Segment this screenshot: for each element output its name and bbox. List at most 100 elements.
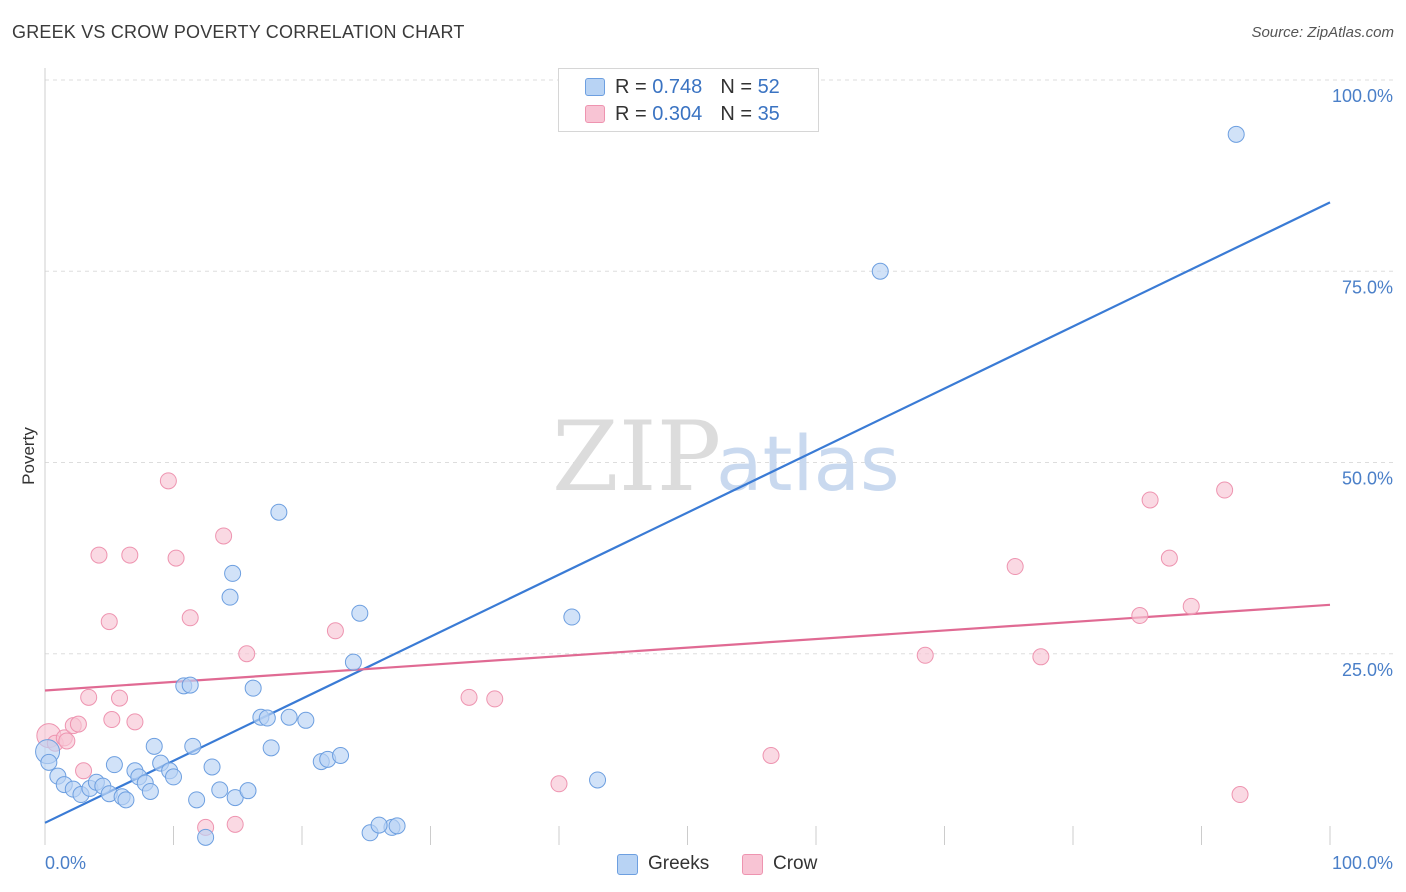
crow-point <box>181 609 199 627</box>
greeks-point <box>258 709 276 727</box>
crow-point <box>126 713 144 731</box>
watermark-atlas: atlas <box>716 419 900 508</box>
greeks-point <box>370 816 388 834</box>
crow-point <box>103 711 121 729</box>
greeks-point <box>332 746 350 764</box>
greeks-trend-line <box>44 201 1331 824</box>
greeks-point <box>388 817 406 835</box>
crow-point <box>238 645 256 663</box>
greeks-swatch <box>585 78 605 96</box>
trend-lines <box>44 201 1331 824</box>
greeks-r-label: R = <box>615 75 647 98</box>
x-tick-label-max: 100.0% <box>1332 853 1393 873</box>
greeks-point <box>184 737 202 755</box>
greeks-point <box>344 653 362 671</box>
greeks-point <box>117 791 135 809</box>
chart-source: Source: ZipAtlas.com <box>1251 24 1394 41</box>
greeks-point <box>280 708 298 726</box>
x-tick-label-min: 0.0% <box>45 853 86 873</box>
greeks-point <box>297 711 315 729</box>
greeks-point <box>145 737 163 755</box>
greeks-point <box>563 608 581 626</box>
legend-item-crow[interactable]: Crow <box>742 850 817 878</box>
greeks-point <box>221 588 239 606</box>
crow-r-value: 0.304 <box>652 102 703 125</box>
greeks-points <box>35 125 1245 846</box>
crow-point <box>167 549 185 567</box>
legend-crow-label: Crow <box>773 853 818 874</box>
greeks-point <box>239 782 257 800</box>
legend-row-greeks: R = 0.748 N = 52 <box>585 74 780 100</box>
crow-point <box>762 746 780 764</box>
gridlines <box>45 79 1394 655</box>
crow-point <box>1231 786 1249 804</box>
greeks-point <box>211 781 229 799</box>
y-tick-label-100: 100.0% <box>1332 86 1393 106</box>
greeks-n-value: 52 <box>757 75 780 98</box>
watermark-zip: ZIP <box>552 401 721 513</box>
crow-point <box>111 689 129 707</box>
greeks-point <box>141 782 159 800</box>
legend-row-crow: R = 0.304 N = 35 <box>585 101 780 127</box>
crow-point <box>90 546 108 564</box>
y-axis-label: Poverty <box>19 427 38 485</box>
legend-greeks-label: Greeks <box>648 853 710 874</box>
greeks-point <box>262 739 280 757</box>
legend-item-greeks[interactable]: Greeks <box>617 850 709 878</box>
crow-point <box>58 732 76 750</box>
crow-swatch <box>585 105 605 123</box>
correlation-legend: R = 0.748 N = 52 R = 0.304 N = 35 <box>558 68 819 132</box>
y-tick-label-50: 50.0% <box>1342 469 1393 489</box>
crow-point <box>159 472 177 490</box>
greeks-point <box>105 756 123 774</box>
crow-point <box>226 815 244 833</box>
y-tick-label-75: 75.0% <box>1342 277 1393 297</box>
greeks-point <box>589 771 607 789</box>
crow-point <box>215 527 233 545</box>
crow-points <box>36 472 1249 836</box>
greeks-point <box>40 753 58 771</box>
crow-n-label: N = <box>720 102 752 125</box>
crow-point <box>486 690 504 708</box>
crow-r-label: R = <box>615 102 647 125</box>
greeks-point <box>181 676 199 694</box>
greeks-point <box>197 828 215 846</box>
crow-point <box>121 546 139 564</box>
crow-n-value: 35 <box>757 102 780 125</box>
y-tick-labels: 25.0% 50.0% 75.0% 100.0% <box>1332 86 1393 680</box>
greeks-point <box>1227 125 1245 143</box>
watermark: ZIP atlas <box>552 401 900 513</box>
greeks-point <box>270 503 288 521</box>
crow-point <box>916 646 934 664</box>
crow-point <box>460 688 478 706</box>
y-tick-label-25: 25.0% <box>1342 660 1393 680</box>
greeks-point <box>224 564 242 582</box>
greeks-point <box>165 768 182 786</box>
crow-point <box>1182 597 1200 615</box>
crow-point <box>75 762 93 780</box>
crow-point <box>80 688 98 706</box>
chart-title: GREEK VS CROW POVERTY CORRELATION CHART <box>12 22 465 42</box>
crow-point <box>550 775 568 793</box>
greeks-point <box>203 758 221 776</box>
crow-point <box>1216 481 1234 499</box>
greeks-point <box>351 604 369 622</box>
series-legend: Greeks Crow <box>0 850 1406 878</box>
crow-point <box>1141 491 1159 509</box>
greeks-point <box>244 679 262 697</box>
crow-point <box>1131 607 1149 624</box>
x-ticks <box>173 826 1331 845</box>
greeks-point <box>871 262 889 280</box>
crow-point <box>1032 648 1050 666</box>
crow-point <box>100 613 118 631</box>
crow-point <box>1006 558 1024 576</box>
legend-greeks-swatch <box>617 853 638 875</box>
legend-crow-swatch <box>742 853 763 875</box>
crow-point <box>326 622 344 640</box>
crow-trend-line <box>44 603 1331 692</box>
crow-point <box>69 715 87 733</box>
greeks-point <box>188 791 206 809</box>
crow-point <box>1160 549 1178 567</box>
greeks-r-value: 0.748 <box>652 75 703 98</box>
